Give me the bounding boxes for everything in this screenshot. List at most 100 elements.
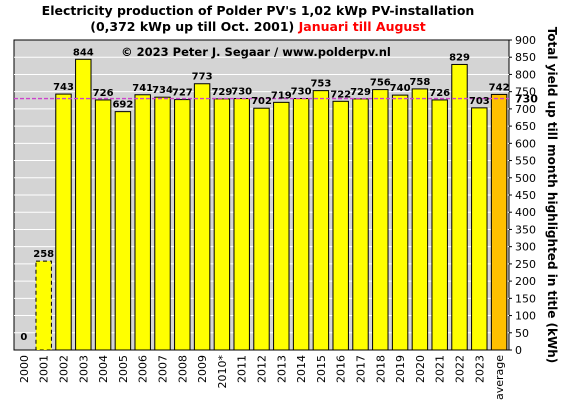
y-tick-label: 700 xyxy=(515,103,536,116)
x-tick-label: 2004 xyxy=(97,355,110,383)
y-tick-label: 100 xyxy=(515,310,536,323)
x-tick-label: 2011 xyxy=(236,355,249,383)
bar-2005 xyxy=(114,111,132,351)
bars xyxy=(35,58,508,351)
x-tick-label: 2022 xyxy=(454,355,467,383)
value-label-2011: 730 xyxy=(231,87,252,98)
y-tick-label: 900 xyxy=(515,34,536,47)
x-axis-ticks: 2000 2001 2002 2003 2004 2005 2006 2007 2008 2009… xyxy=(18,355,506,401)
x-tick-label: 2013 xyxy=(275,355,288,383)
value-label-2003: 844 xyxy=(73,47,94,58)
copyright-text: © 2023 Peter J. Segaar / www.polderpv.nl xyxy=(121,45,391,59)
y-tick-label: 400 xyxy=(515,206,536,219)
x-tick-label: 2006 xyxy=(137,355,150,383)
bar-2001 xyxy=(35,260,52,351)
x-tick-label: 2001 xyxy=(38,355,51,383)
x-tick-label: 2023 xyxy=(473,355,486,383)
bar-2006 xyxy=(134,94,151,351)
y-tick-label: 50 xyxy=(515,327,529,340)
value-label-2017: 729 xyxy=(350,87,371,98)
value-label-average: 742 xyxy=(489,82,510,93)
value-label-2008: 727 xyxy=(172,88,193,99)
bar-2016 xyxy=(332,100,349,351)
bar-2009 xyxy=(193,83,211,351)
value-label-2002: 743 xyxy=(53,82,74,93)
value-label-2001: 258 xyxy=(33,249,54,260)
value-label-2012: 702 xyxy=(251,96,272,107)
bar-2022 xyxy=(451,63,468,351)
x-tick-label: 2016 xyxy=(335,355,348,383)
value-label-2010*: 729 xyxy=(211,87,232,98)
bar-2002 xyxy=(55,93,72,351)
value-label-2021: 726 xyxy=(429,88,450,99)
value-label-2019: 740 xyxy=(390,83,411,94)
bar-2021 xyxy=(431,99,448,351)
x-tick-label: 2018 xyxy=(374,355,387,383)
value-label-2005: 692 xyxy=(112,100,133,111)
bar-2023 xyxy=(471,107,488,351)
bar-2014 xyxy=(292,98,310,351)
y-tick-label: 450 xyxy=(515,189,536,202)
bar-2015 xyxy=(312,90,330,351)
bar-2018 xyxy=(372,89,389,351)
x-tick-label: 2010* xyxy=(216,355,229,389)
x-tick-label: 2015 xyxy=(315,355,328,383)
x-tick-label: 2014 xyxy=(295,355,308,383)
bar-2013 xyxy=(273,101,290,351)
y-tick-label: 150 xyxy=(515,292,536,305)
x-tick-label: 2003 xyxy=(77,355,90,383)
x-tick-label: 2017 xyxy=(355,355,368,383)
y-tick-label: 650 xyxy=(515,120,536,133)
value-label-2023: 703 xyxy=(469,96,490,107)
y-axis-ticks: 0 50 100 150 200 250 300 350 400 450 500 550 600 650 7… xyxy=(509,34,538,357)
chart-subtitle: (0,372 kWp up till Oct. 2001) Januari ti… xyxy=(90,19,426,34)
value-label-2014: 730 xyxy=(291,87,312,98)
chart-title: Electricity production of Polder PV's 1,… xyxy=(42,3,475,18)
reference-line-label: 730 xyxy=(515,93,538,106)
x-tick-label: 2009 xyxy=(196,355,209,383)
value-label-2009: 773 xyxy=(192,72,213,83)
y-tick-label: 350 xyxy=(515,223,536,236)
x-tick-label: 2019 xyxy=(394,355,407,383)
value-label-2013: 719 xyxy=(271,90,292,101)
bar-2012 xyxy=(253,107,270,351)
x-tick-label: 2008 xyxy=(176,355,189,383)
bar-2019 xyxy=(391,94,409,351)
value-label-2018: 756 xyxy=(370,78,391,89)
x-tick-label: average xyxy=(493,355,506,400)
chart-subtitle-black: (0,372 kWp up till Oct. 2001) xyxy=(90,19,294,34)
data-labels: 0258743844726692741734727773729730702719… xyxy=(20,47,509,343)
y-tick-label: 600 xyxy=(515,137,536,150)
y-tick-label: 750 xyxy=(515,86,536,99)
value-label-2006: 741 xyxy=(132,83,153,94)
x-tick-label: 2012 xyxy=(256,355,269,383)
x-tick-label: 2002 xyxy=(58,355,71,383)
x-tick-label: 2007 xyxy=(157,355,170,383)
y-tick-label: 800 xyxy=(515,68,536,81)
value-label-2016: 722 xyxy=(330,89,351,100)
x-tick-label: 2020 xyxy=(414,355,427,383)
x-tick-label: 2000 xyxy=(18,355,31,383)
value-label-2022: 829 xyxy=(449,52,470,63)
bar-2010* xyxy=(213,98,231,351)
bar-2011 xyxy=(233,98,250,351)
x-tick-label: 2021 xyxy=(434,355,447,383)
value-label-2000: 0 xyxy=(20,332,27,343)
bar-2004 xyxy=(94,99,112,351)
y-tick-label: 550 xyxy=(515,155,536,168)
bar-2003 xyxy=(75,58,92,351)
x-tick-label: 2005 xyxy=(117,355,130,383)
y-tick-label: 200 xyxy=(515,275,536,288)
y-axis-label: Total yield up till month highlighted in… xyxy=(545,27,559,364)
y-tick-label: 250 xyxy=(515,258,536,271)
value-label-2020: 758 xyxy=(409,77,430,88)
bar-2020 xyxy=(411,88,429,351)
y-tick-label: 500 xyxy=(515,172,536,185)
bar-average xyxy=(490,93,508,351)
value-label-2004: 726 xyxy=(93,88,114,99)
y-tick-label: 0 xyxy=(515,344,522,357)
bar-2017 xyxy=(352,98,369,351)
bar-2008 xyxy=(174,99,191,351)
y-tick-label: 300 xyxy=(515,241,536,254)
